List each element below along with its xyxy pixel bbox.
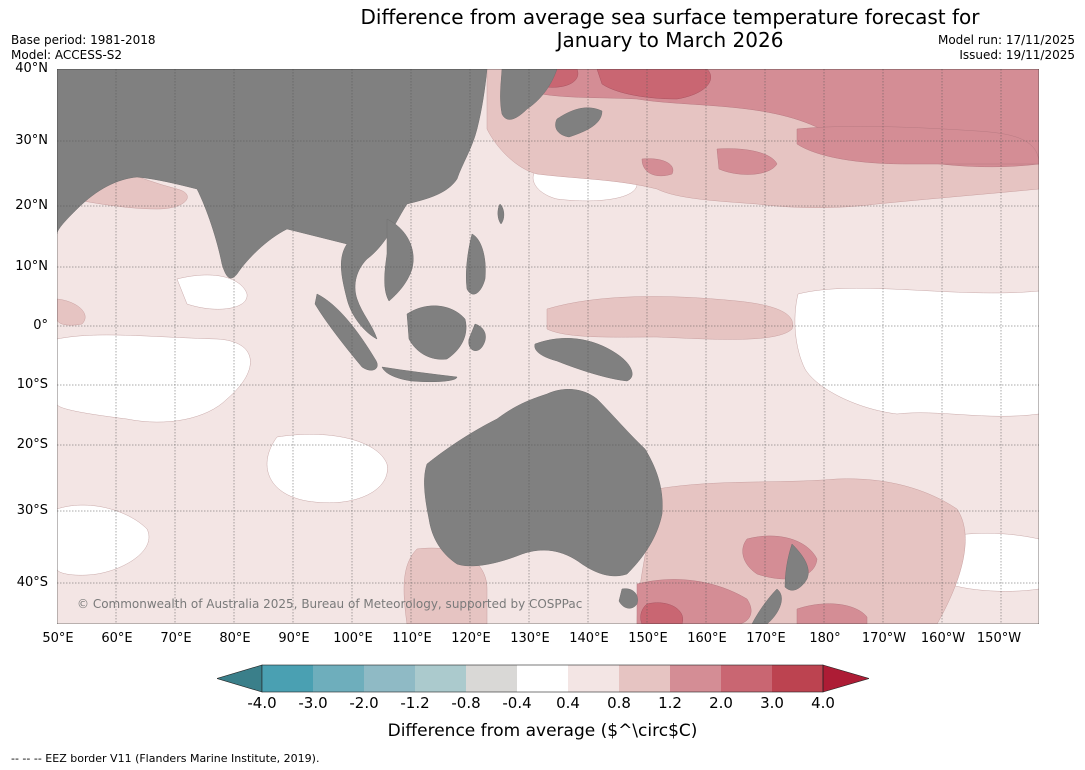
colorbar-segment xyxy=(466,665,517,692)
graticule xyxy=(57,69,1039,624)
model-run-label: Model run: 17/11/2025 xyxy=(937,33,1075,47)
lat-label-40n: 40°N xyxy=(15,61,48,76)
lon-label-170w: 170°W xyxy=(861,631,907,646)
lat-label-0: 0° xyxy=(33,318,48,333)
lon-label-160w: 160°W xyxy=(920,631,966,646)
lon-label-130e: 130°E xyxy=(510,631,550,646)
lat-label-10n: 10°N xyxy=(15,259,48,274)
base-period-label: Base period: 1981-2018 xyxy=(11,33,156,47)
colorbar-tick: -3.0 xyxy=(298,694,328,712)
lon-label-70e: 70°E xyxy=(160,631,192,646)
colorbar-segment xyxy=(568,665,619,692)
colorbar-segment xyxy=(313,665,364,692)
lat-label-10s: 10°S xyxy=(16,377,48,392)
chart-title-line1: Difference from average sea surface temp… xyxy=(360,5,980,29)
colorbar-max-arrow xyxy=(822,664,869,693)
lat-label-30s: 30°S xyxy=(16,503,48,518)
colorbar-segment xyxy=(262,665,313,692)
colorbar-segment xyxy=(517,665,568,692)
colorbar-tick: 0.4 xyxy=(556,694,580,712)
colorbar-tick: -0.8 xyxy=(451,694,481,712)
lon-label-160e: 160°E xyxy=(687,631,727,646)
colorbar-tick: 3.0 xyxy=(760,694,784,712)
lon-label-150w: 150°W xyxy=(976,631,1022,646)
lon-label-120e: 120°E xyxy=(451,631,491,646)
colorbar-segment xyxy=(364,665,415,692)
colorbar-tick: -4.0 xyxy=(247,694,277,712)
colorbar-segment xyxy=(415,665,466,692)
colorbar-tick: 2.0 xyxy=(709,694,733,712)
lon-label-50e: 50°E xyxy=(42,631,74,646)
lon-label-100e: 100°E xyxy=(333,631,373,646)
colorbar-title: Difference from average ($^\circ$C) xyxy=(387,721,698,741)
lon-label-150e: 150°E xyxy=(628,631,668,646)
colorbar-frame xyxy=(261,664,824,693)
copyright-credit: © Commonwealth of Australia 2025, Bureau… xyxy=(77,597,583,611)
colorbar-tick: 1.2 xyxy=(658,694,682,712)
colorbar-segment xyxy=(670,665,721,692)
lon-label-180: 180° xyxy=(809,631,841,646)
issued-label: Issued: 19/11/2025 xyxy=(959,48,1075,62)
lon-label-90e: 90°E xyxy=(278,631,310,646)
lat-label-20n: 20°N xyxy=(15,198,48,213)
colorbar-segment xyxy=(721,665,772,692)
lon-label-140e: 140°E xyxy=(569,631,609,646)
lat-label-30n: 30°N xyxy=(15,133,48,148)
land-masses xyxy=(57,69,809,624)
lat-label-40s: 40°S xyxy=(16,575,48,590)
colorbar xyxy=(217,664,869,693)
colorbar-tick: -0.4 xyxy=(502,694,532,712)
lon-label-170e: 170°E xyxy=(746,631,786,646)
lon-label-80e: 80°E xyxy=(219,631,251,646)
colorbar-segment xyxy=(619,665,670,692)
colorbar-tick: -2.0 xyxy=(349,694,379,712)
lat-label-20s: 20°S xyxy=(16,437,48,452)
lon-label-110e: 110°E xyxy=(392,631,432,646)
chart-title-line2: January to March 2026 xyxy=(556,28,784,52)
sst-anomaly-map xyxy=(57,69,1039,624)
model-label: Model: ACCESS-S2 xyxy=(11,48,123,62)
colorbar-tick: 4.0 xyxy=(811,694,835,712)
colorbar-min-arrow xyxy=(217,664,263,693)
eez-footnote: -- -- -- EEZ border V11 (Flanders Marine… xyxy=(11,752,320,765)
colorbar-tick: -1.2 xyxy=(400,694,430,712)
colorbar-segment xyxy=(772,665,823,692)
colorbar-tick: 0.8 xyxy=(607,694,631,712)
lon-label-60e: 60°E xyxy=(101,631,133,646)
